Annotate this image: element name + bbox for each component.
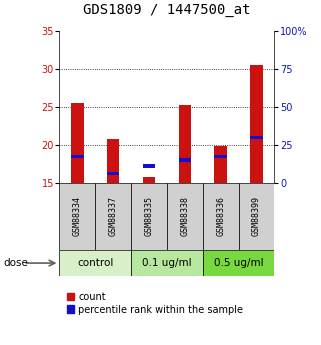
- Bar: [167, 183, 203, 250]
- Bar: [203, 183, 239, 250]
- Bar: [95, 183, 131, 250]
- Text: GSM88337: GSM88337: [108, 197, 118, 236]
- Bar: [178, 158, 191, 162]
- Text: GSM88336: GSM88336: [216, 197, 225, 236]
- Bar: [178, 106, 191, 183]
- Bar: [250, 136, 263, 139]
- Bar: [239, 183, 274, 250]
- Text: GSM88334: GSM88334: [73, 197, 82, 236]
- Text: GSM88399: GSM88399: [252, 197, 261, 236]
- Bar: [59, 183, 95, 250]
- Text: GSM88335: GSM88335: [144, 197, 153, 236]
- Bar: [71, 155, 83, 158]
- Bar: [131, 183, 167, 250]
- Bar: [143, 165, 155, 168]
- Bar: [203, 250, 274, 276]
- Text: 0.5 ug/ml: 0.5 ug/ml: [214, 258, 264, 268]
- Bar: [107, 172, 119, 176]
- Bar: [214, 146, 227, 183]
- Bar: [59, 250, 131, 276]
- Text: GSM88338: GSM88338: [180, 197, 189, 236]
- Text: GDS1809 / 1447500_at: GDS1809 / 1447500_at: [83, 3, 251, 17]
- Bar: [143, 177, 155, 183]
- Text: control: control: [77, 258, 113, 268]
- Bar: [250, 65, 263, 183]
- Bar: [71, 103, 83, 183]
- Bar: [214, 155, 227, 158]
- Bar: [107, 139, 119, 183]
- Text: 0.1 ug/ml: 0.1 ug/ml: [142, 258, 192, 268]
- Legend: count, percentile rank within the sample: count, percentile rank within the sample: [63, 288, 247, 318]
- Bar: [131, 250, 203, 276]
- Text: dose: dose: [3, 258, 28, 268]
